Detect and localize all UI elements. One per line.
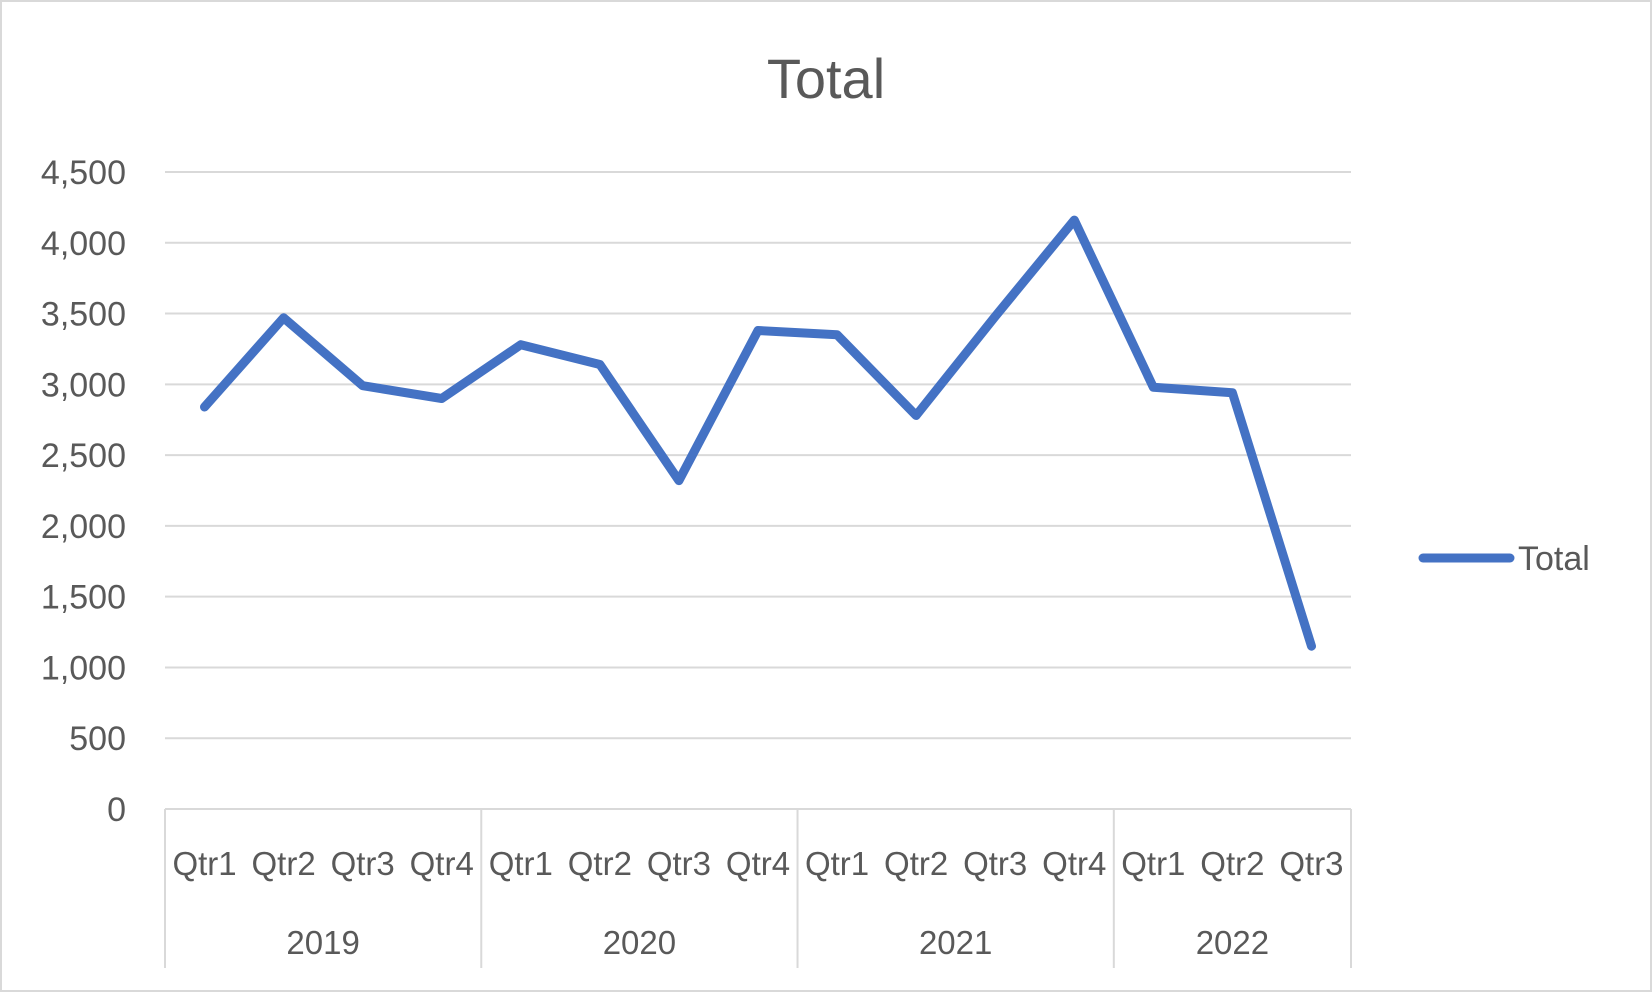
x-axis: Qtr1 Qtr2 Qtr3 Qtr4 Qtr1 Qtr2 Qtr3 Qtr4 Qtr1 Qtr2… xyxy=(164,808,1352,968)
y-tick-label: 2,500 xyxy=(41,437,126,475)
x-group-label: 2019 xyxy=(286,924,359,961)
series-line xyxy=(200,215,1316,651)
x-tick-label: Qtr4 xyxy=(410,845,474,882)
gridlines xyxy=(165,171,1351,740)
y-tick-label: 2,000 xyxy=(41,508,126,546)
y-tick-label: 1,500 xyxy=(41,579,126,617)
x-tick-label: Qtr2 xyxy=(884,845,948,882)
chart-title: Total xyxy=(767,47,885,110)
y-tick-label: 3,000 xyxy=(41,366,126,404)
x-tick-label: Qtr3 xyxy=(1279,845,1343,882)
y-tick-label: 4,000 xyxy=(41,225,126,263)
y-axis-tick-labels: 0 500 1,000 1,500 2,000 2,500 3,000 3,500 4,000 4… xyxy=(41,154,126,829)
y-tick-label: 4,500 xyxy=(41,154,126,192)
x-tick-label: Qtr2 xyxy=(568,845,632,882)
x-tick-label: Qtr1 xyxy=(172,845,236,882)
x-tick-label: Qtr3 xyxy=(647,845,711,882)
y-tick-label: 0 xyxy=(107,791,126,829)
x-tick-label: Qtr3 xyxy=(331,845,395,882)
legend-label: Total xyxy=(1518,540,1590,578)
y-tick-label: 500 xyxy=(69,720,126,758)
x-group-label: 2020 xyxy=(603,924,676,961)
x-tick-label: Qtr2 xyxy=(252,845,316,882)
x-tick-label: Qtr4 xyxy=(726,845,790,882)
series-lines xyxy=(200,215,1316,651)
x-tick-label: Qtr3 xyxy=(963,845,1027,882)
legend: Total xyxy=(1418,540,1590,578)
x-tick-label: Qtr2 xyxy=(1200,845,1264,882)
x-group-label: 2021 xyxy=(919,924,992,961)
x-tick-label: Qtr1 xyxy=(1121,845,1185,882)
x-group-label: 2022 xyxy=(1196,924,1269,961)
x-tick-label: Qtr1 xyxy=(805,845,869,882)
y-tick-label: 1,000 xyxy=(41,649,126,687)
y-tick-label: 3,500 xyxy=(41,296,126,334)
x-tick-label: Qtr4 xyxy=(1042,845,1106,882)
x-tick-label: Qtr1 xyxy=(489,845,553,882)
